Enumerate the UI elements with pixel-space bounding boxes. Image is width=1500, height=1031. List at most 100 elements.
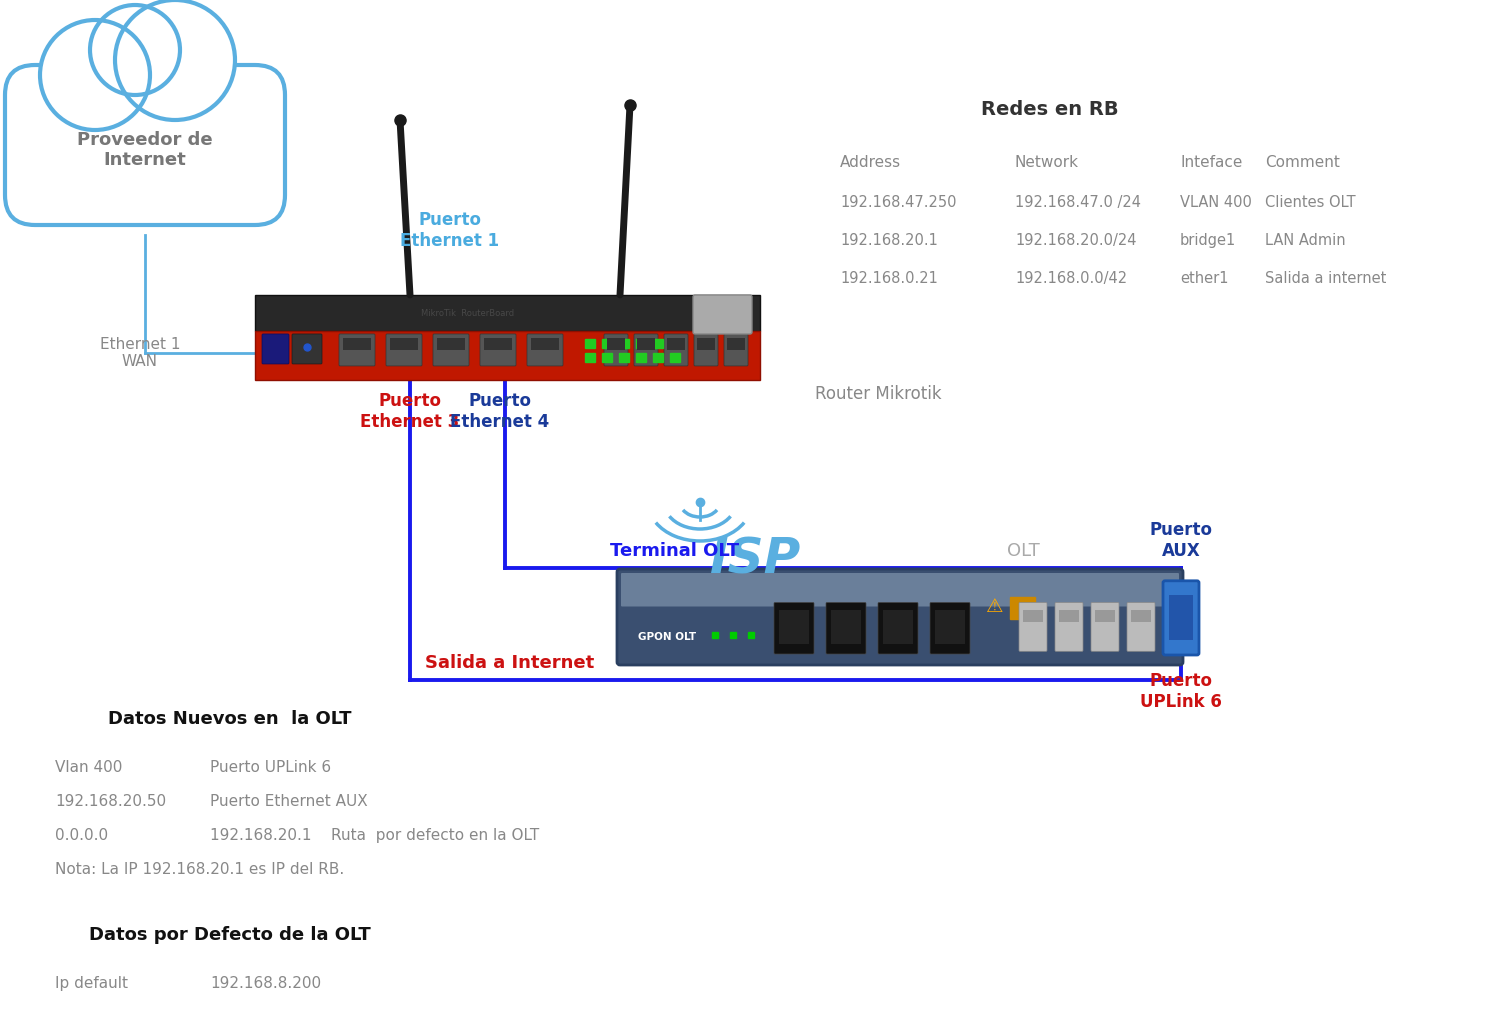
Text: 0.0.0.0: 0.0.0.0: [56, 828, 108, 843]
Text: 192.168.20.50: 192.168.20.50: [56, 794, 166, 809]
FancyBboxPatch shape: [255, 295, 760, 331]
FancyBboxPatch shape: [664, 334, 688, 366]
FancyBboxPatch shape: [344, 337, 370, 350]
Text: Puerto
Ethernet 4: Puerto Ethernet 4: [450, 392, 549, 431]
FancyBboxPatch shape: [262, 334, 290, 364]
Text: Puerto
UPLink 6: Puerto UPLink 6: [1140, 672, 1222, 710]
Text: GPON OLT: GPON OLT: [638, 632, 696, 642]
FancyBboxPatch shape: [1168, 595, 1192, 639]
Text: Router Mikrotik: Router Mikrotik: [815, 385, 942, 403]
FancyBboxPatch shape: [390, 337, 418, 350]
Text: MikroTik  RouterBoard: MikroTik RouterBoard: [420, 309, 513, 319]
FancyBboxPatch shape: [724, 334, 748, 366]
FancyBboxPatch shape: [1095, 609, 1114, 622]
Bar: [670, 339, 680, 348]
Text: Network: Network: [1016, 155, 1078, 170]
Text: Clientes OLT: Clientes OLT: [1264, 195, 1356, 210]
Text: Comment: Comment: [1264, 155, 1340, 170]
Bar: [1010, 597, 1035, 620]
Text: 192.168.8.200: 192.168.8.200: [210, 976, 321, 991]
Text: 192.168.20.1: 192.168.20.1: [840, 233, 938, 248]
FancyBboxPatch shape: [778, 609, 808, 644]
Text: OLT: OLT: [1007, 542, 1040, 560]
FancyBboxPatch shape: [934, 609, 964, 644]
Text: LAN Admin: LAN Admin: [1264, 233, 1346, 248]
FancyBboxPatch shape: [484, 337, 512, 350]
FancyBboxPatch shape: [1126, 602, 1155, 652]
Text: 192.168.20.1    Ruta  por defecto en la OLT: 192.168.20.1 Ruta por defecto en la OLT: [210, 828, 540, 843]
Text: Puerto
Ethernet 1: Puerto Ethernet 1: [400, 211, 500, 250]
FancyBboxPatch shape: [1054, 602, 1083, 652]
FancyBboxPatch shape: [1090, 602, 1119, 652]
Text: Puerto UPLink 6: Puerto UPLink 6: [210, 760, 332, 775]
Text: Proveedor de
Internet: Proveedor de Internet: [76, 131, 213, 169]
Circle shape: [40, 20, 150, 130]
Bar: [585, 339, 596, 348]
Bar: [602, 354, 612, 362]
FancyBboxPatch shape: [1023, 609, 1042, 622]
Bar: [670, 354, 680, 362]
FancyBboxPatch shape: [608, 337, 625, 350]
FancyBboxPatch shape: [884, 609, 914, 644]
FancyBboxPatch shape: [4, 65, 285, 225]
Text: Salida a Internet: Salida a Internet: [424, 654, 594, 672]
FancyBboxPatch shape: [634, 334, 658, 366]
FancyBboxPatch shape: [621, 573, 1179, 606]
FancyBboxPatch shape: [1131, 609, 1150, 622]
Text: 192.168.47.0 /24: 192.168.47.0 /24: [1016, 195, 1142, 210]
FancyBboxPatch shape: [386, 334, 422, 366]
FancyBboxPatch shape: [531, 337, 560, 350]
FancyBboxPatch shape: [1019, 602, 1047, 652]
FancyBboxPatch shape: [292, 334, 322, 364]
Bar: [585, 354, 596, 362]
FancyBboxPatch shape: [255, 331, 760, 380]
FancyBboxPatch shape: [668, 337, 686, 350]
Text: Puerto Ethernet AUX: Puerto Ethernet AUX: [210, 794, 368, 809]
Text: Nota: La IP 192.168.20.1 es IP del RB.: Nota: La IP 192.168.20.1 es IP del RB.: [56, 862, 344, 877]
FancyBboxPatch shape: [1059, 609, 1078, 622]
Text: bridge1: bridge1: [1180, 233, 1236, 248]
Text: ISP: ISP: [710, 535, 801, 583]
FancyBboxPatch shape: [728, 337, 746, 350]
FancyBboxPatch shape: [693, 295, 752, 334]
FancyBboxPatch shape: [638, 337, 656, 350]
Circle shape: [116, 0, 236, 120]
Bar: [620, 354, 628, 362]
Bar: [636, 339, 646, 348]
Text: Puerto
AUX: Puerto AUX: [1149, 522, 1212, 560]
FancyBboxPatch shape: [774, 602, 814, 654]
FancyBboxPatch shape: [480, 334, 516, 366]
FancyBboxPatch shape: [930, 602, 970, 654]
Bar: [652, 354, 663, 362]
FancyBboxPatch shape: [604, 334, 628, 366]
FancyBboxPatch shape: [526, 334, 562, 366]
Text: Puerto
Ethernet 3: Puerto Ethernet 3: [360, 392, 459, 431]
Text: Ip default: Ip default: [56, 976, 128, 991]
Text: Datos por Defecto de la OLT: Datos por Defecto de la OLT: [88, 926, 370, 944]
FancyBboxPatch shape: [831, 609, 861, 644]
Text: Address: Address: [840, 155, 902, 170]
FancyBboxPatch shape: [827, 602, 866, 654]
Bar: [620, 339, 628, 348]
Text: VLAN 400: VLAN 400: [1180, 195, 1252, 210]
Text: Terminal OLT: Terminal OLT: [610, 542, 740, 560]
Text: Inteface: Inteface: [1180, 155, 1242, 170]
FancyBboxPatch shape: [616, 569, 1184, 665]
Text: ether1: ether1: [1180, 271, 1228, 286]
FancyBboxPatch shape: [698, 337, 715, 350]
Bar: [636, 354, 646, 362]
FancyBboxPatch shape: [878, 602, 918, 654]
Text: 192.168.47.250: 192.168.47.250: [840, 195, 957, 210]
Text: 192.168.0.21: 192.168.0.21: [840, 271, 938, 286]
Text: 192.168.0.0/42: 192.168.0.0/42: [1016, 271, 1126, 286]
Text: Salida a internet: Salida a internet: [1264, 271, 1386, 286]
Bar: [602, 339, 612, 348]
Text: Redes en RB: Redes en RB: [981, 100, 1119, 119]
FancyBboxPatch shape: [339, 334, 375, 366]
FancyBboxPatch shape: [433, 334, 470, 366]
Text: Datos Nuevos en  la OLT: Datos Nuevos en la OLT: [108, 710, 351, 728]
Text: 192.168.20.0/24: 192.168.20.0/24: [1016, 233, 1137, 248]
FancyBboxPatch shape: [1162, 580, 1198, 655]
Circle shape: [90, 5, 180, 95]
FancyBboxPatch shape: [694, 334, 718, 366]
